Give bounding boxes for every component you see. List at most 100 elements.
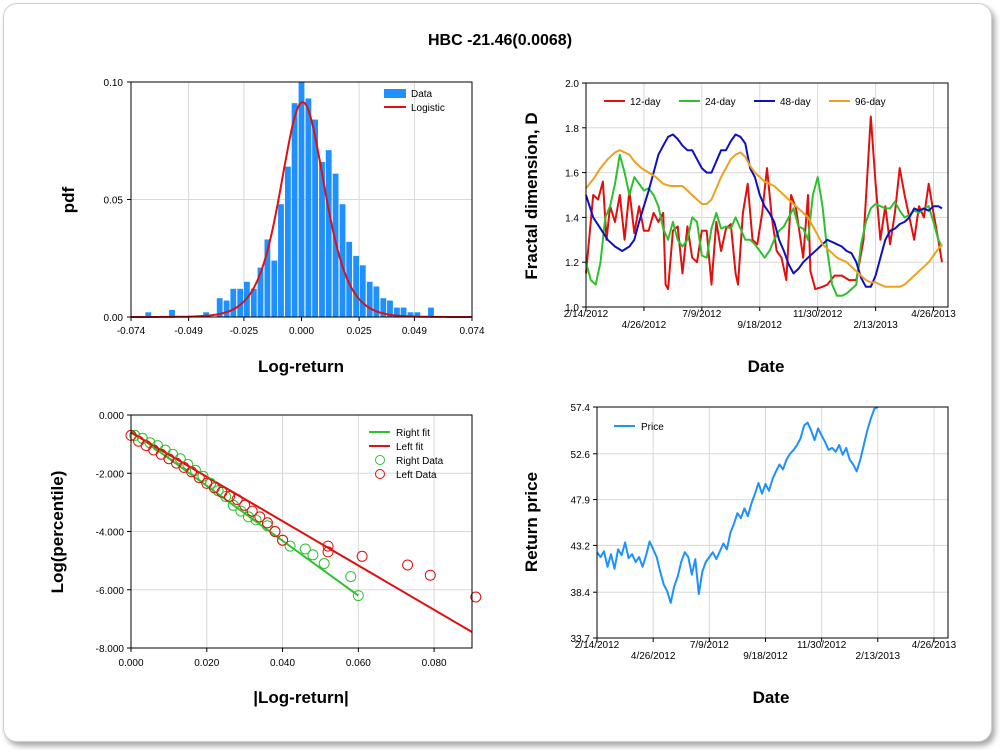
return-price-panel: 57.4 52.6 47.9 43.2 38.4 33.72/14/2012 4/26/20… bbox=[522, 403, 957, 707]
tail-fit-panel: 0.000 0.020 0.040 0.060 0.080 0.000 -2.000 -4.0… bbox=[48, 411, 482, 707]
histogram-bar bbox=[257, 267, 264, 317]
left-data-marker bbox=[254, 511, 266, 523]
y-tick-label: 38.4 bbox=[571, 588, 591, 599]
y-tick-label: 1.8 bbox=[565, 124, 579, 135]
x-tick-label: 0.025 bbox=[347, 326, 372, 337]
y-tick-label: 0.10 bbox=[104, 78, 124, 89]
left-data-marker bbox=[470, 591, 482, 603]
x-tick-label: 4/26/2013 bbox=[912, 640, 957, 651]
legend-label-price: Price bbox=[641, 422, 664, 433]
right-data-marker bbox=[345, 571, 357, 583]
x-tick-label: 2/14/2012 bbox=[575, 640, 620, 651]
y-tick-label: 52.6 bbox=[571, 450, 591, 461]
histogram-bar bbox=[312, 119, 319, 317]
y-tick-label: 1.0 bbox=[565, 303, 579, 314]
histogram-bar bbox=[400, 307, 407, 317]
histogram-bar bbox=[264, 239, 271, 317]
legend-label-12-day: 12-day bbox=[630, 97, 661, 108]
legend-label-left-fit: Left fit bbox=[396, 442, 423, 453]
legend-label-data: Data bbox=[411, 89, 433, 100]
x-tick-label: 4/26/2012 bbox=[622, 320, 667, 331]
x-tick-label: 0.074 bbox=[459, 326, 484, 337]
right-data-marker bbox=[261, 520, 273, 532]
y-tick-label: -2.000 bbox=[96, 469, 125, 480]
x-tick-label: 2/14/2012 bbox=[564, 309, 609, 320]
x-tick-label: 0.080 bbox=[422, 658, 447, 669]
price-line-price bbox=[596, 406, 879, 604]
histogram-bar bbox=[298, 82, 305, 317]
legend-swatch-left-data bbox=[375, 469, 385, 479]
legend-swatch-right-data bbox=[375, 455, 385, 465]
page-title: HBC -21.46(0.0068) bbox=[427, 32, 573, 49]
y-tick-label: 0.00 bbox=[104, 313, 124, 324]
legend-label-48-day: 48-day bbox=[780, 97, 811, 108]
y-tick-label: -6.000 bbox=[96, 586, 125, 597]
histogram-bar bbox=[319, 161, 325, 317]
y-tick-label: 1.2 bbox=[565, 258, 579, 269]
left-data-marker bbox=[322, 546, 334, 558]
fractal-line-24-day bbox=[585, 153, 943, 297]
right-data-marker bbox=[318, 558, 330, 569]
histogram-bar bbox=[250, 288, 257, 317]
y-axis-label: Fractal dimension, D bbox=[522, 112, 541, 279]
y-axis-label: Log(percentile) bbox=[48, 471, 67, 594]
y-tick-label: 1.6 bbox=[565, 169, 579, 180]
y-tick-label: -4.000 bbox=[96, 528, 125, 539]
x-tick-label: 9/18/2012 bbox=[743, 651, 788, 662]
histogram-bar bbox=[387, 300, 393, 317]
right-data-marker bbox=[182, 459, 194, 470]
right-data-marker bbox=[129, 429, 141, 441]
histogram-bar bbox=[216, 298, 223, 317]
right-data-marker bbox=[299, 543, 311, 555]
left-data-marker bbox=[193, 472, 205, 484]
histogram-bar bbox=[169, 309, 175, 317]
left-data-marker bbox=[322, 540, 334, 552]
x-axis-label: Date bbox=[748, 357, 785, 376]
plot-area-border bbox=[585, 82, 949, 308]
x-tick-label: 9/18/2012 bbox=[738, 320, 783, 331]
left-data-marker bbox=[261, 517, 273, 529]
x-tick-label: -0.025 bbox=[230, 326, 259, 337]
legend-label-24-day: 24-day bbox=[705, 97, 736, 108]
fractal-dimension-panel: 1.0 1.2 1.4 1.6 1.8 2.0 2/14/2012 4/26/2012 7/9/… bbox=[522, 79, 956, 376]
x-tick-label: 4/26/2012 bbox=[631, 651, 676, 662]
y-tick-label: 57.4 bbox=[571, 403, 591, 414]
chart-frame bbox=[3, 3, 992, 742]
left-data-marker bbox=[231, 494, 243, 505]
legend-label-right-fit: Right fit bbox=[396, 428, 430, 439]
y-axis-label: Return price bbox=[522, 472, 541, 572]
histogram-bar bbox=[373, 286, 380, 317]
histogram-bar bbox=[237, 288, 244, 317]
y-tick-label: -8.000 bbox=[96, 644, 125, 655]
right-data-marker bbox=[220, 491, 232, 502]
histogram-bar bbox=[380, 298, 387, 317]
right-data-marker bbox=[307, 549, 319, 561]
histogram-bar bbox=[407, 312, 414, 317]
right-data-marker bbox=[243, 511, 254, 523]
left-data-marker bbox=[246, 505, 258, 517]
x-tick-label: 4/26/2013 bbox=[911, 309, 956, 320]
histogram-bar bbox=[346, 241, 353, 317]
histogram-bar bbox=[353, 255, 360, 317]
left-data-marker bbox=[277, 534, 289, 546]
legend-swatch-data bbox=[384, 89, 406, 98]
x-axis-label: |Log-return| bbox=[253, 688, 348, 707]
x-tick-label: 0.040 bbox=[270, 658, 295, 669]
left-fit-line bbox=[130, 431, 473, 633]
left-data-marker bbox=[239, 499, 251, 511]
y-tick-label: 1.4 bbox=[565, 213, 579, 224]
left-data-marker bbox=[356, 550, 368, 562]
histogram-bar bbox=[359, 265, 366, 317]
plot-area-border bbox=[130, 81, 473, 318]
histogram-bar bbox=[366, 281, 373, 317]
histogram-bar bbox=[203, 312, 210, 317]
y-axis-label: pdf bbox=[59, 186, 78, 213]
histogram-bar bbox=[428, 307, 434, 317]
x-tick-label: 0.060 bbox=[346, 658, 371, 669]
x-tick-label: 7/9/2012 bbox=[682, 309, 721, 320]
fractal-line-48-day bbox=[585, 133, 943, 288]
histogram-bar bbox=[325, 150, 332, 317]
y-tick-label: 47.9 bbox=[571, 496, 591, 507]
right-data-marker bbox=[144, 437, 156, 449]
